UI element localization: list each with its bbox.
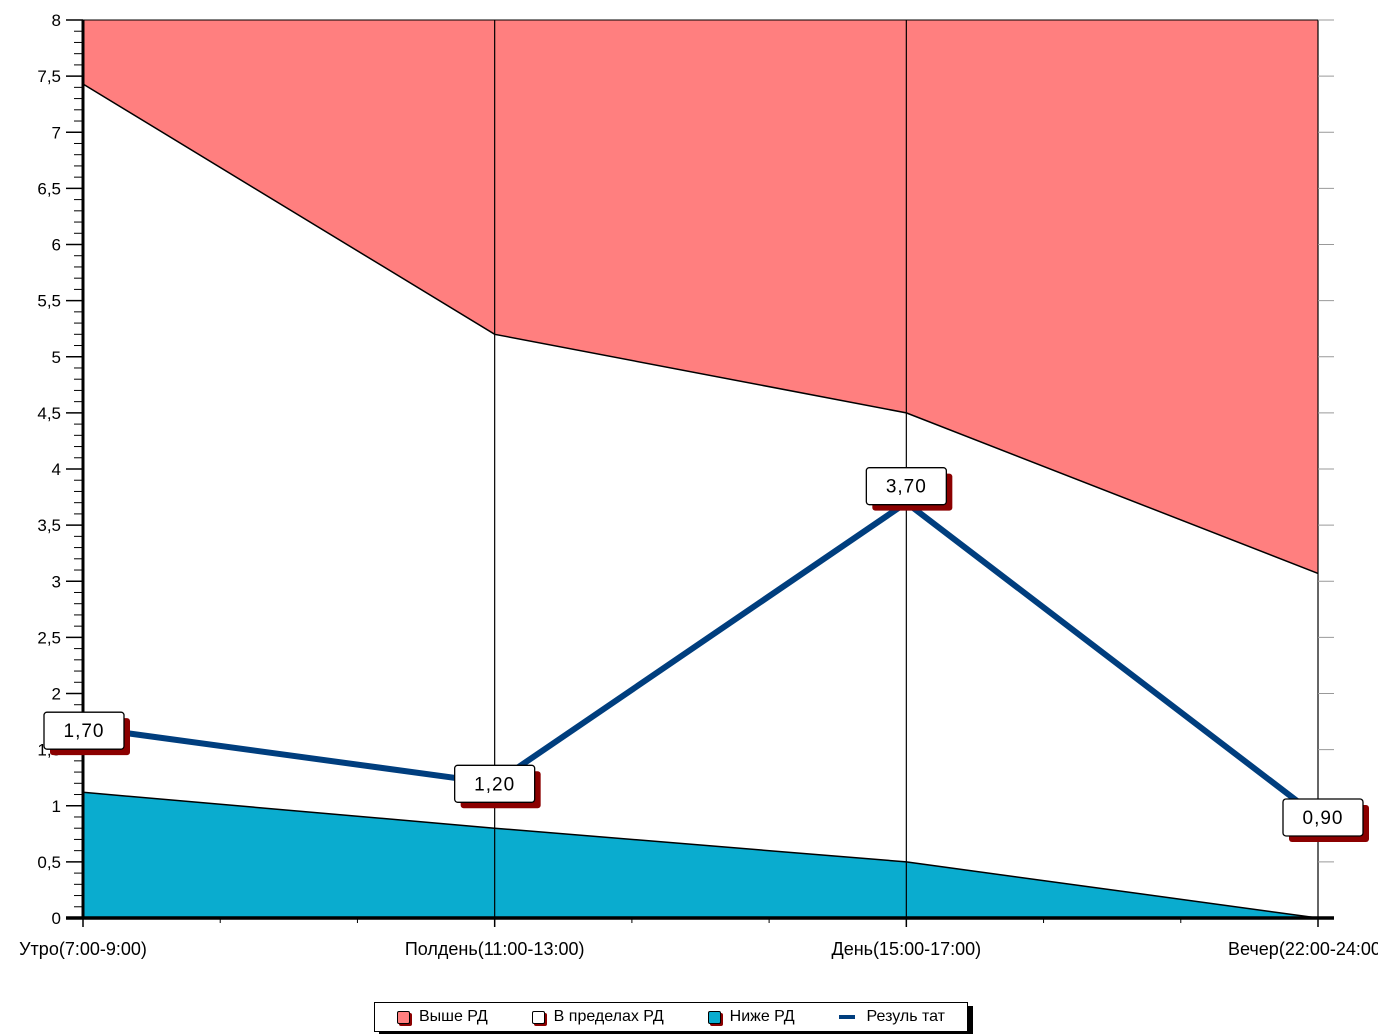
data-label-box — [454, 764, 536, 803]
legend-item-within: В пределах РД — [531, 1008, 664, 1026]
data-label: 1,70 — [43, 711, 130, 756]
data-label-text: 1,70 — [64, 721, 105, 742]
legend-swatch-above — [396, 1010, 410, 1024]
boundary-upper-line — [82, 83, 1319, 575]
y-tick-label: 7,5 — [37, 67, 61, 86]
data-label-box — [865, 467, 947, 506]
data-label-box — [1282, 798, 1364, 837]
y-tick-label: 2,5 — [37, 628, 61, 647]
area-above — [83, 20, 1318, 574]
y-tick-label: 0 — [52, 909, 61, 928]
y-tick-label: 7 — [52, 123, 61, 142]
area-below — [83, 792, 1318, 918]
y-tick-label: 8 — [52, 11, 61, 30]
y-tick-label: 5,5 — [37, 292, 61, 311]
y-tick-label: 2 — [52, 685, 61, 704]
legend-label-within: В пределах РД — [553, 1008, 664, 1025]
x-tick-label: Утро(7:00-9:00) — [19, 939, 147, 959]
area-within — [83, 83, 1318, 919]
y-tick-label: 6,5 — [37, 179, 61, 198]
legend-swatch-below — [707, 1010, 721, 1024]
data-label-text: 3,70 — [886, 477, 927, 498]
y-tick-label: 4 — [52, 460, 61, 479]
legend-label-below: Ниже РД — [729, 1008, 795, 1025]
data-label-box — [43, 711, 125, 750]
data-label: 3,70 — [865, 467, 953, 511]
legend-label-above: Выше РД — [418, 1008, 488, 1025]
legend-swatch-within — [531, 1010, 545, 1024]
data-label: 0,90 — [1282, 798, 1369, 842]
legend-label-result: Резуль тат — [866, 1008, 946, 1025]
legend: Выше РД В пределах РД Ниже РД Резуль тат — [374, 1002, 968, 1032]
data-label-text: 1,20 — [474, 774, 515, 795]
y-tick-label: 1 — [52, 797, 61, 816]
data-label: 1,20 — [454, 764, 541, 809]
y-tick-label: 3,5 — [37, 516, 61, 535]
boundary-lower-line — [82, 791, 1319, 919]
y-tick-label: 4,5 — [37, 404, 61, 423]
legend-item-above: Выше РД — [396, 1008, 488, 1026]
x-tick-label: Полдень(11:00-13:00) — [405, 939, 585, 959]
x-tick-label: День(15:00-17:00) — [832, 939, 982, 959]
result-line — [82, 499, 1320, 820]
y-tick-label: 5 — [52, 348, 61, 367]
legend-swatch-result — [838, 1015, 855, 1019]
y-tick-label: 0,5 — [37, 853, 61, 872]
legend-item-below: Ниже РД — [707, 1008, 795, 1026]
data-label-text: 0,90 — [1303, 808, 1344, 829]
x-tick-label: Вечер(22:00-24:00) — [1228, 939, 1378, 959]
y-tick-label: 3 — [52, 572, 61, 591]
y-tick-label: 6 — [52, 236, 61, 255]
legend-item-result: Резуль тат — [838, 1008, 946, 1026]
